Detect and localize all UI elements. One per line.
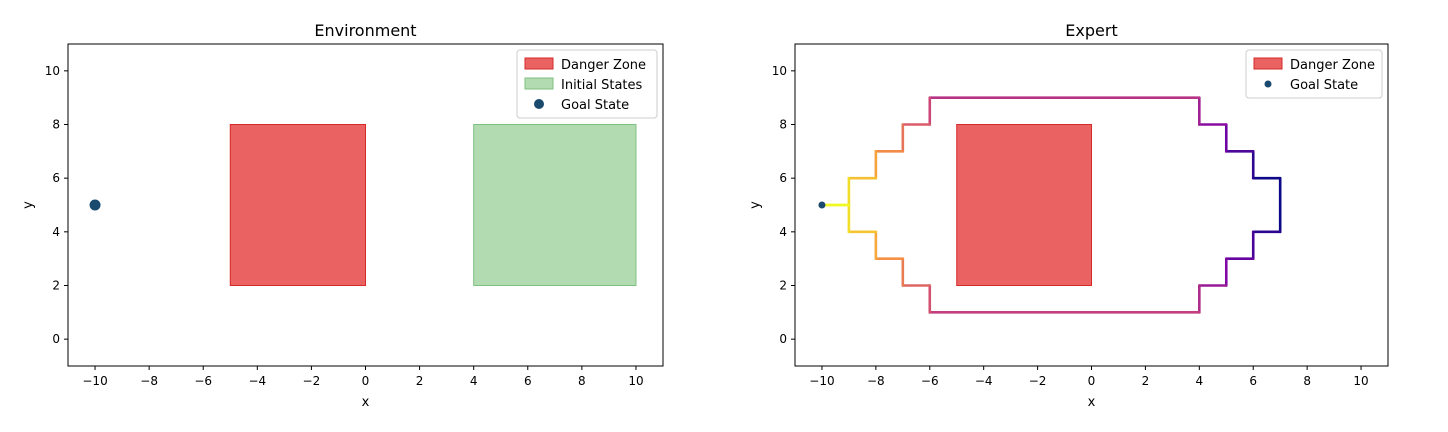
legend-label-danger-zone: Danger Zone (1290, 58, 1375, 73)
x-tick-label: 6 (524, 374, 532, 388)
region-initial-states (473, 124, 637, 286)
x-tick-label: 10 (628, 374, 643, 388)
x-axis-label: x (362, 395, 370, 410)
y-tick-label: 8 (52, 118, 60, 132)
x-tick-label: 8 (1303, 374, 1311, 388)
y-tick-label: 4 (52, 225, 60, 239)
y-axis-label: y (21, 201, 36, 209)
y-tick-label: 6 (779, 171, 787, 185)
legend: Danger Zone Initial States Goal State (516, 49, 658, 119)
legend-marker-goal-state (534, 99, 544, 109)
x-tick-label: 0 (1088, 374, 1096, 388)
x-tick-label: 0 (362, 374, 370, 388)
x-tick-label: 10 (1353, 374, 1368, 388)
y-tick-label: 0 (52, 332, 60, 346)
legend-label-goal-state: Goal State (561, 98, 629, 113)
y-tick-label: 4 (779, 225, 787, 239)
legend-marker-goal-state (1264, 80, 1272, 88)
legend-label-danger-zone: Danger Zone (561, 58, 646, 73)
legend-swatch-danger-zone (524, 57, 554, 70)
y-tick-label: 8 (779, 118, 787, 132)
goal-state-point (818, 201, 826, 209)
legend: Danger Zone Goal State (1245, 49, 1383, 99)
legend-label-initial-states: Initial States (561, 78, 643, 93)
x-tick-label: 8 (578, 374, 586, 388)
x-tick-label: 6 (1249, 374, 1257, 388)
legend-swatch-initial-states (524, 77, 554, 90)
x-tick-label: −8 (140, 374, 158, 388)
y-tick-label: 2 (779, 279, 787, 293)
region-danger-zone (229, 124, 366, 286)
x-tick-label: −6 (194, 374, 212, 388)
x-tick-label: −10 (809, 374, 834, 388)
x-tick-label: −10 (82, 374, 107, 388)
x-tick-label: 4 (1195, 374, 1203, 388)
y-tick-label: 6 (52, 171, 60, 185)
y-tick-label: 10 (45, 64, 60, 78)
chart-title: Expert (1065, 21, 1117, 40)
x-tick-label: −6 (921, 374, 939, 388)
goal-state-point (89, 199, 101, 211)
x-tick-label: −8 (867, 374, 885, 388)
y-tick-label: 10 (772, 64, 787, 78)
chart-title: Environment (314, 21, 416, 40)
x-tick-label: −2 (303, 374, 321, 388)
legend-swatch-danger-zone (1253, 57, 1283, 70)
x-tick-label: 2 (416, 374, 424, 388)
x-tick-label: −4 (975, 374, 993, 388)
region-danger-zone (956, 124, 1093, 286)
y-tick-label: 0 (779, 332, 787, 346)
x-tick-label: 4 (470, 374, 478, 388)
chart-panel-1: −10 −8 −6 −4 −2 0 2 4 6 8 10 0 2 4 6 8 10 x y Environment Da… (21, 21, 664, 410)
x-tick-label: −2 (1029, 374, 1047, 388)
y-tick-label: 2 (52, 279, 60, 293)
chart-panel-2: −10 −8 −6 −4 −2 0 2 4 6 8 10 0 2 4 6 8 10 x y Expert Danger … (748, 21, 1389, 410)
x-tick-label: 2 (1142, 374, 1150, 388)
legend-label-goal-state: Goal State (1290, 78, 1358, 93)
x-axis-label: x (1088, 395, 1096, 410)
x-tick-label: −4 (248, 374, 266, 388)
y-axis-label: y (748, 201, 763, 209)
